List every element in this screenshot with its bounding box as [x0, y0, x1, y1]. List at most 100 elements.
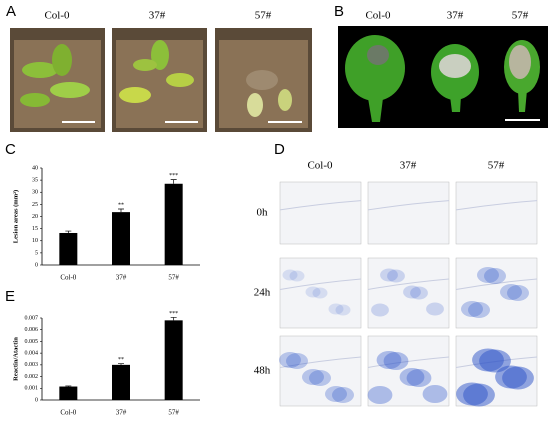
- y-tick-label: 40: [32, 165, 38, 171]
- column-label: Col-0: [365, 10, 391, 22]
- significance: **: [118, 202, 124, 208]
- row-label: 48h: [254, 365, 271, 377]
- column-label: 37#: [400, 160, 417, 172]
- column-label: 57#: [255, 10, 272, 22]
- row-label: 0h: [257, 207, 269, 219]
- y-tick-label: 10: [32, 238, 38, 244]
- bar: [59, 386, 78, 400]
- micrograph: [279, 181, 362, 245]
- stain: [332, 387, 354, 403]
- y-tick-label: 20: [32, 214, 38, 220]
- column-label: Col-0: [44, 10, 70, 22]
- stain: [468, 302, 490, 318]
- error-bar: [118, 208, 124, 213]
- stain: [286, 353, 308, 369]
- error-bar: [170, 317, 177, 321]
- y-tick-label: 0: [35, 262, 38, 268]
- stain: [282, 269, 298, 281]
- stain: [279, 352, 301, 368]
- bar: [164, 320, 183, 400]
- panel-label: C: [5, 141, 16, 158]
- stain: [387, 269, 405, 283]
- stain: [422, 385, 448, 403]
- y-axis-label: Lesion areas (mm²): [12, 190, 19, 243]
- stain: [500, 284, 522, 300]
- bar: [112, 212, 130, 265]
- x-tick-label: 57#: [168, 274, 179, 282]
- error-bar: [118, 363, 124, 365]
- column-label: Col-0: [307, 160, 333, 172]
- y-tick-label: 0.007: [25, 315, 39, 321]
- panel-label: B: [334, 3, 344, 20]
- y-tick-label: 30: [32, 190, 38, 196]
- panel-label: A: [6, 3, 16, 20]
- x-tick-label: 57#: [168, 409, 179, 417]
- x-tick-label: 37#: [116, 274, 127, 282]
- micrograph: [455, 181, 538, 245]
- y-tick-label: 0.001: [25, 386, 39, 392]
- stain: [484, 268, 506, 284]
- micrograph: [279, 257, 362, 329]
- y-tick-label: 25: [32, 202, 38, 208]
- photo-b: [338, 26, 548, 128]
- y-tick-label: 5: [35, 250, 38, 256]
- stain: [371, 303, 389, 317]
- stain: [380, 268, 398, 282]
- stain: [325, 386, 347, 402]
- photo-a: [10, 28, 312, 132]
- vein: [279, 278, 362, 290]
- significance: ***: [169, 311, 178, 317]
- column-label: 57#: [512, 10, 529, 22]
- micrograph: [455, 257, 538, 329]
- x-tick-label: Col-0: [60, 274, 76, 282]
- micrographs: [279, 181, 538, 407]
- y-tick-label: 0.004: [25, 351, 39, 357]
- error-bar: [170, 179, 177, 184]
- micrograph: [367, 257, 450, 329]
- micrograph: [367, 335, 450, 407]
- stain: [461, 301, 483, 317]
- vein: [279, 200, 362, 211]
- vein: [455, 278, 538, 290]
- vein: [367, 356, 450, 368]
- micrograph: [279, 335, 362, 407]
- stain: [479, 349, 511, 373]
- column-label: 57#: [488, 160, 505, 172]
- y-tick-label: 0: [35, 397, 38, 403]
- stain: [507, 285, 529, 301]
- error-bar: [65, 385, 72, 387]
- bar: [112, 364, 130, 400]
- row-label: 24h: [254, 287, 271, 299]
- stain: [302, 369, 324, 385]
- stain: [410, 286, 428, 300]
- vein: [367, 278, 450, 290]
- stain: [383, 352, 409, 370]
- stain: [403, 285, 421, 299]
- stain: [406, 369, 432, 387]
- panel-label: D: [274, 141, 285, 158]
- stain: [328, 303, 344, 315]
- y-tick-label: 0.002: [25, 374, 39, 380]
- stain: [335, 304, 351, 316]
- significance: **: [118, 357, 124, 363]
- vein: [279, 356, 362, 368]
- stain: [367, 386, 393, 404]
- error-bar: [65, 230, 72, 233]
- vein: [455, 200, 538, 211]
- y-tick-label: 15: [32, 226, 38, 232]
- column-label: 37#: [149, 10, 166, 22]
- significance: ***: [169, 173, 178, 179]
- stain: [376, 351, 402, 369]
- stain: [399, 368, 425, 386]
- x-tick-label: 37#: [116, 409, 127, 417]
- micrograph: [367, 181, 450, 245]
- column-label: 37#: [447, 10, 464, 22]
- y-tick-label: 0.003: [25, 362, 39, 368]
- y-tick-label: 35: [32, 178, 38, 184]
- stain: [502, 366, 534, 390]
- x-tick-label: Col-0: [60, 409, 76, 417]
- stain: [305, 286, 321, 298]
- stain: [477, 267, 499, 283]
- y-axis-label: Reactin/Atactin: [12, 337, 19, 381]
- stain: [426, 302, 444, 316]
